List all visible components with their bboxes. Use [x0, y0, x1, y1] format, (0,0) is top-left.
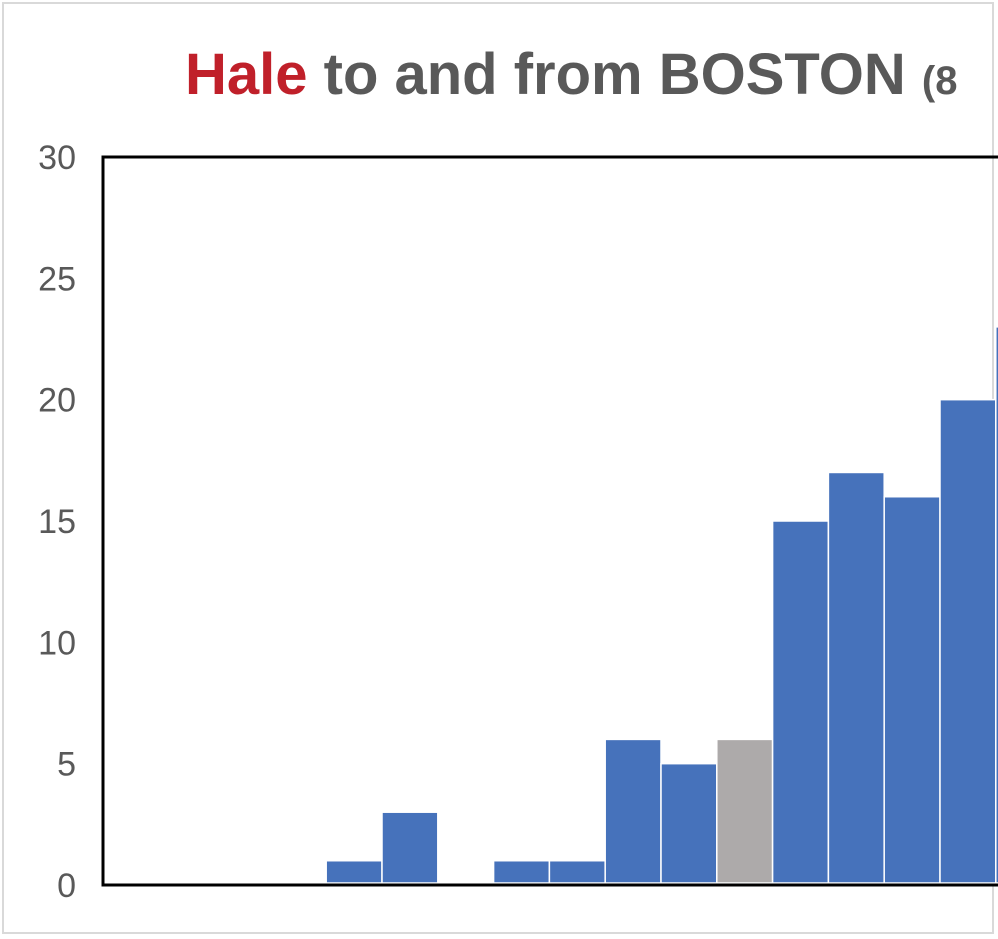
- bar-series: [325, 326, 998, 884]
- bar: [939, 398, 997, 884]
- y-tick-label: 10: [38, 624, 76, 662]
- plot-area-border: [101, 155, 998, 887]
- bar: [771, 520, 830, 884]
- y-tick-label: 5: [57, 746, 76, 784]
- y-tick-label: 25: [38, 260, 76, 298]
- bar: [995, 326, 998, 884]
- y-tick-label: 0: [57, 867, 76, 905]
- chart-title-highlight: Hale: [185, 42, 308, 107]
- chart-title-suffix: (8: [921, 59, 958, 103]
- y-tick-label: 30: [38, 139, 76, 177]
- chart-title: Hale to and from BOSTON (8: [185, 42, 957, 114]
- y-tick-label: 15: [38, 503, 76, 541]
- bar: [381, 811, 439, 884]
- y-tick-label: 20: [38, 382, 76, 420]
- bar: [325, 859, 383, 884]
- bar: [827, 471, 885, 884]
- bar: [604, 738, 662, 884]
- bar: [883, 495, 941, 884]
- bar: [548, 859, 606, 884]
- bar-highlighted: [716, 738, 774, 884]
- y-axis-tick-labels: 0 5 10 15 20 25 30: [38, 139, 76, 905]
- bar: [660, 762, 718, 884]
- bar: [492, 859, 551, 884]
- chart-title-text: to and from BOSTON: [307, 42, 922, 107]
